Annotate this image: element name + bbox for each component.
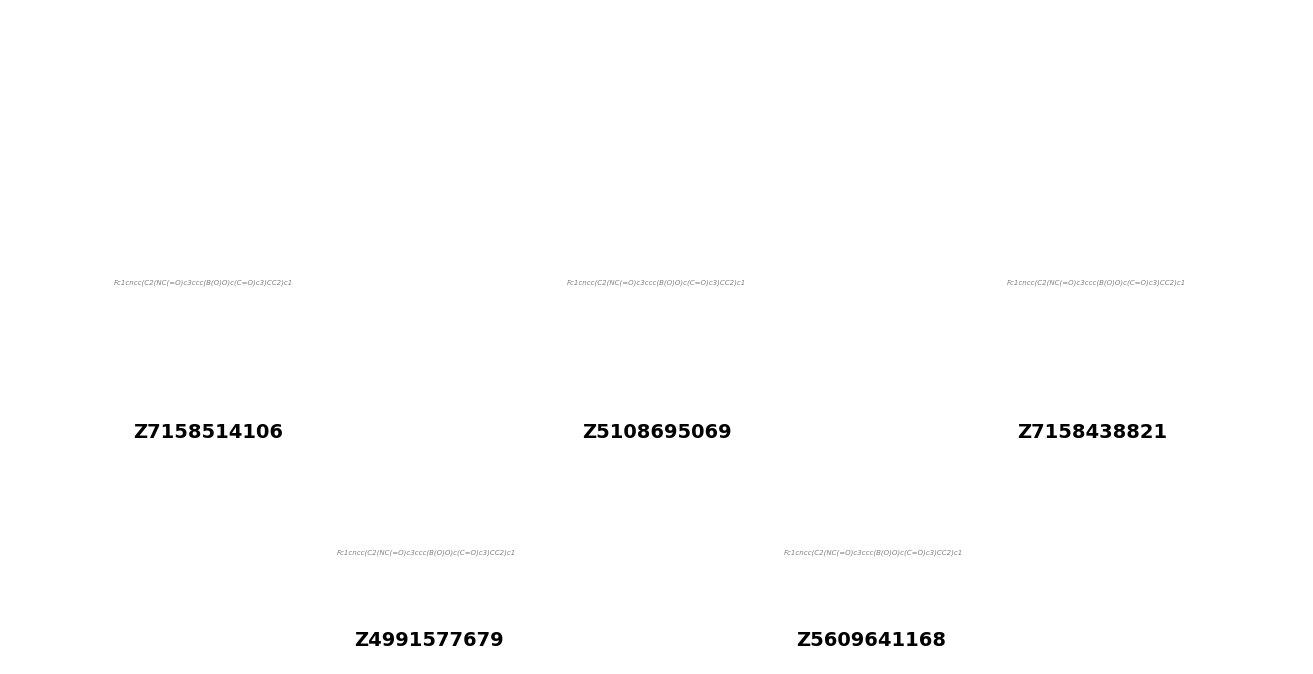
Text: Fc1cncc(C2(NC(=O)c3ccc(B(O)O)c(C=O)c3)CC2)c1: Fc1cncc(C2(NC(=O)c3ccc(B(O)O)c(C=O)c3)CC…	[784, 549, 962, 556]
Text: Z7158514106: Z7158514106	[134, 423, 284, 442]
Text: Z5609641168: Z5609641168	[796, 631, 945, 650]
Text: Z5108695069: Z5108695069	[582, 423, 731, 442]
Text: Z4991577679: Z4991577679	[355, 631, 504, 650]
Text: Fc1cncc(C2(NC(=O)c3ccc(B(O)O)c(C=O)c3)CC2)c1: Fc1cncc(C2(NC(=O)c3ccc(B(O)O)c(C=O)c3)CC…	[567, 280, 746, 286]
Text: Fc1cncc(C2(NC(=O)c3ccc(B(O)O)c(C=O)c3)CC2)c1: Fc1cncc(C2(NC(=O)c3ccc(B(O)O)c(C=O)c3)CC…	[1007, 280, 1186, 286]
Text: Fc1cncc(C2(NC(=O)c3ccc(B(O)O)c(C=O)c3)CC2)c1: Fc1cncc(C2(NC(=O)c3ccc(B(O)O)c(C=O)c3)CC…	[114, 280, 293, 286]
Text: Z7158438821: Z7158438821	[1016, 423, 1167, 442]
Text: Fc1cncc(C2(NC(=O)c3ccc(B(O)O)c(C=O)c3)CC2)c1: Fc1cncc(C2(NC(=O)c3ccc(B(O)O)c(C=O)c3)CC…	[337, 549, 516, 556]
